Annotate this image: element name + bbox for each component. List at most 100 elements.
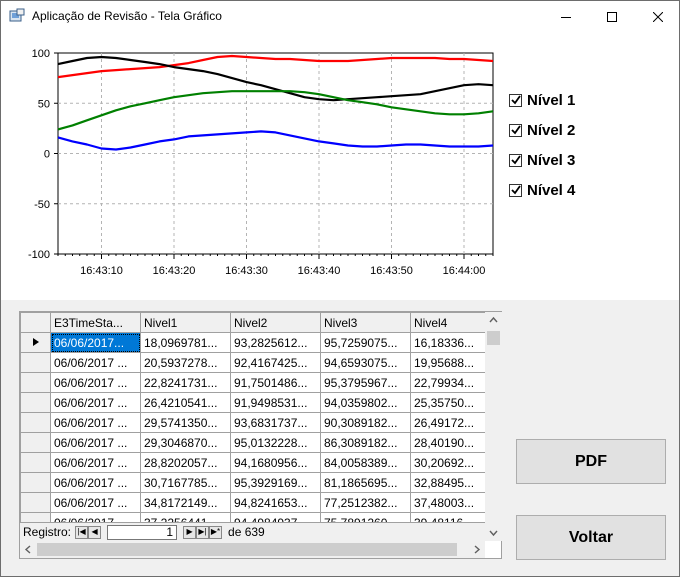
table-cell[interactable]: 26,4210541... [140,392,231,413]
table-cell[interactable]: 93,2825612... [230,332,321,353]
table-cell[interactable]: 94,1680956... [230,452,321,473]
row-indicator[interactable] [20,352,51,373]
table-cell[interactable]: 90,3089182... [320,412,411,433]
table-row[interactable]: 06/06/2017 ... 34,8172149... 94,8241653...… [20,492,491,513]
table-cell[interactable]: 84,0058389... [320,452,411,473]
legend-item-nivel-2[interactable]: Nível 2 [509,121,629,139]
horizontal-scroll-thumb[interactable] [37,543,457,556]
table-cell[interactable]: 29,5741350... [140,412,231,433]
table-cell[interactable]: 32,88495... [410,472,491,493]
scroll-down-icon[interactable] [485,524,502,541]
chart-panel: 100 50 0 -50 -100 16:43:10 16:43:20 16:43:30 16:… [1,32,679,300]
row-indicator[interactable] [20,452,51,473]
scroll-right-icon[interactable] [468,541,485,558]
table-row[interactable]: 06/06/2017... 18,0969781... 93,2825612... 9… [20,332,491,353]
table-cell[interactable]: 06/06/2017 ... [50,372,141,393]
table-row[interactable]: 06/06/2017 ... 28,8202057... 94,1680956...… [20,452,491,473]
table-cell[interactable]: 06/06/2017 ... [50,492,141,513]
table-cell[interactable]: 95,7259075... [320,332,411,353]
table-cell[interactable]: 06/06/2017 ... [50,412,141,433]
table-row[interactable]: 06/06/2017 ... 22,8241731... 91,7501486...… [20,372,491,393]
table-cell[interactable]: 91,7501486... [230,372,321,393]
table-cell[interactable]: 25,35750... [410,392,491,413]
record-label: Registro: [23,525,72,539]
prev-record-button[interactable]: ◀ [88,525,102,539]
table-cell[interactable]: 06/06/2017 ... [50,392,141,413]
checkbox-nivel-2[interactable] [509,123,522,137]
table-cell[interactable]: 95,3929169... [230,472,321,493]
table-cell[interactable]: 06/06/2017... [50,332,141,353]
row-indicator[interactable] [20,372,51,393]
table-row[interactable]: 06/06/2017 ... 26,4210541... 91,9498531...… [20,392,491,413]
legend-item-nivel-4[interactable]: Nível 4 [509,181,629,199]
table-cell[interactable]: 91,9498531... [230,392,321,413]
row-indicator[interactable] [20,432,51,453]
record-number-input[interactable]: 1 [107,524,178,540]
table-cell[interactable]: 22,79934... [410,372,491,393]
row-indicator[interactable] [20,492,51,513]
vertical-scrollbar[interactable] [485,312,502,541]
table-cell[interactable]: 30,7167785... [140,472,231,493]
pdf-button[interactable]: PDF [516,439,666,484]
table-row[interactable]: 06/06/2017 ... 29,5741350... 93,6831737...… [20,412,491,433]
record-total: de 639 [228,525,265,539]
row-indicator[interactable] [20,392,51,413]
table-cell[interactable]: 94,0359802... [320,392,411,413]
table-cell[interactable]: 26,49172... [410,412,491,433]
last-record-button[interactable]: ▶| [196,525,210,539]
table-cell[interactable]: 06/06/2017 ... [50,472,141,493]
next-record-button[interactable]: ▶ [183,525,197,539]
checkbox-nivel-4[interactable] [509,183,522,197]
table-cell[interactable]: 37,48003... [410,492,491,513]
table-cell[interactable]: 28,8202057... [140,452,231,473]
table-row[interactable]: 06/06/2017 ... 30,7167785... 95,3929169...… [20,472,491,493]
table-cell[interactable]: 18,0969781... [140,332,231,353]
table-cell[interactable]: 16,18336... [410,332,491,353]
checkbox-nivel-3[interactable] [509,153,522,167]
table-cell[interactable]: 06/06/2017 ... [50,352,141,373]
table-cell[interactable]: 95,0132228... [230,432,321,453]
table-cell[interactable]: 06/06/2017 ... [50,452,141,473]
table-cell[interactable]: 81,1865695... [320,472,411,493]
table-cell[interactable]: 22,8241731... [140,372,231,393]
checkbox-nivel-1[interactable] [509,93,522,107]
legend-item-nivel-3[interactable]: Nível 3 [509,151,629,169]
row-indicator[interactable] [20,412,51,433]
table-cell[interactable]: 95,3795967... [320,372,411,393]
legend-item-nivel-1[interactable]: Nível 1 [509,91,629,109]
table-cell[interactable]: 30,20692... [410,452,491,473]
table-cell[interactable]: 28,40190... [410,432,491,453]
column-header[interactable]: Nivel2 [230,312,321,333]
column-header[interactable]: Nivel1 [140,312,231,333]
first-record-button[interactable]: |◀ [75,525,89,539]
table-cell[interactable]: 94,6593075... [320,352,411,373]
vertical-scroll-thumb[interactable] [487,331,500,345]
scroll-up-icon[interactable] [485,312,502,329]
scroll-left-icon[interactable] [20,541,37,558]
table-cell[interactable]: 92,4167425... [230,352,321,373]
table-cell[interactable]: 93,6831737... [230,412,321,433]
column-header[interactable]: Nivel3 [320,312,411,333]
voltar-button[interactable]: Voltar [516,515,666,560]
table-cell[interactable]: 94,8241653... [230,492,321,513]
table-row[interactable]: 06/06/2017 ... 20,5937278... 92,4167425...… [20,352,491,373]
horizontal-scrollbar[interactable] [20,541,485,558]
row-indicator[interactable] [20,332,51,353]
column-header[interactable]: Nivel4 [410,312,491,333]
table-cell[interactable]: 20,5937278... [140,352,231,373]
data-grid: E3TimeSta... Nivel1 Nivel2 Nivel3 Nivel4… [19,311,502,559]
minimize-button[interactable] [543,1,589,32]
x-tick-label: 16:43:20 [153,265,196,277]
maximize-button[interactable] [589,1,635,32]
close-button[interactable] [635,1,680,32]
new-record-button[interactable]: ▶* [209,525,223,539]
table-cell[interactable]: 86,3089182... [320,432,411,453]
table-cell[interactable]: 34,8172149... [140,492,231,513]
table-cell[interactable]: 06/06/2017 ... [50,432,141,453]
table-cell[interactable]: 29,3046870... [140,432,231,453]
table-row[interactable]: 06/06/2017 ... 29,3046870... 95,0132228...… [20,432,491,453]
row-indicator[interactable] [20,472,51,493]
column-header[interactable]: E3TimeSta... [50,312,141,333]
table-cell[interactable]: 77,2512382... [320,492,411,513]
table-cell[interactable]: 19,95688... [410,352,491,373]
